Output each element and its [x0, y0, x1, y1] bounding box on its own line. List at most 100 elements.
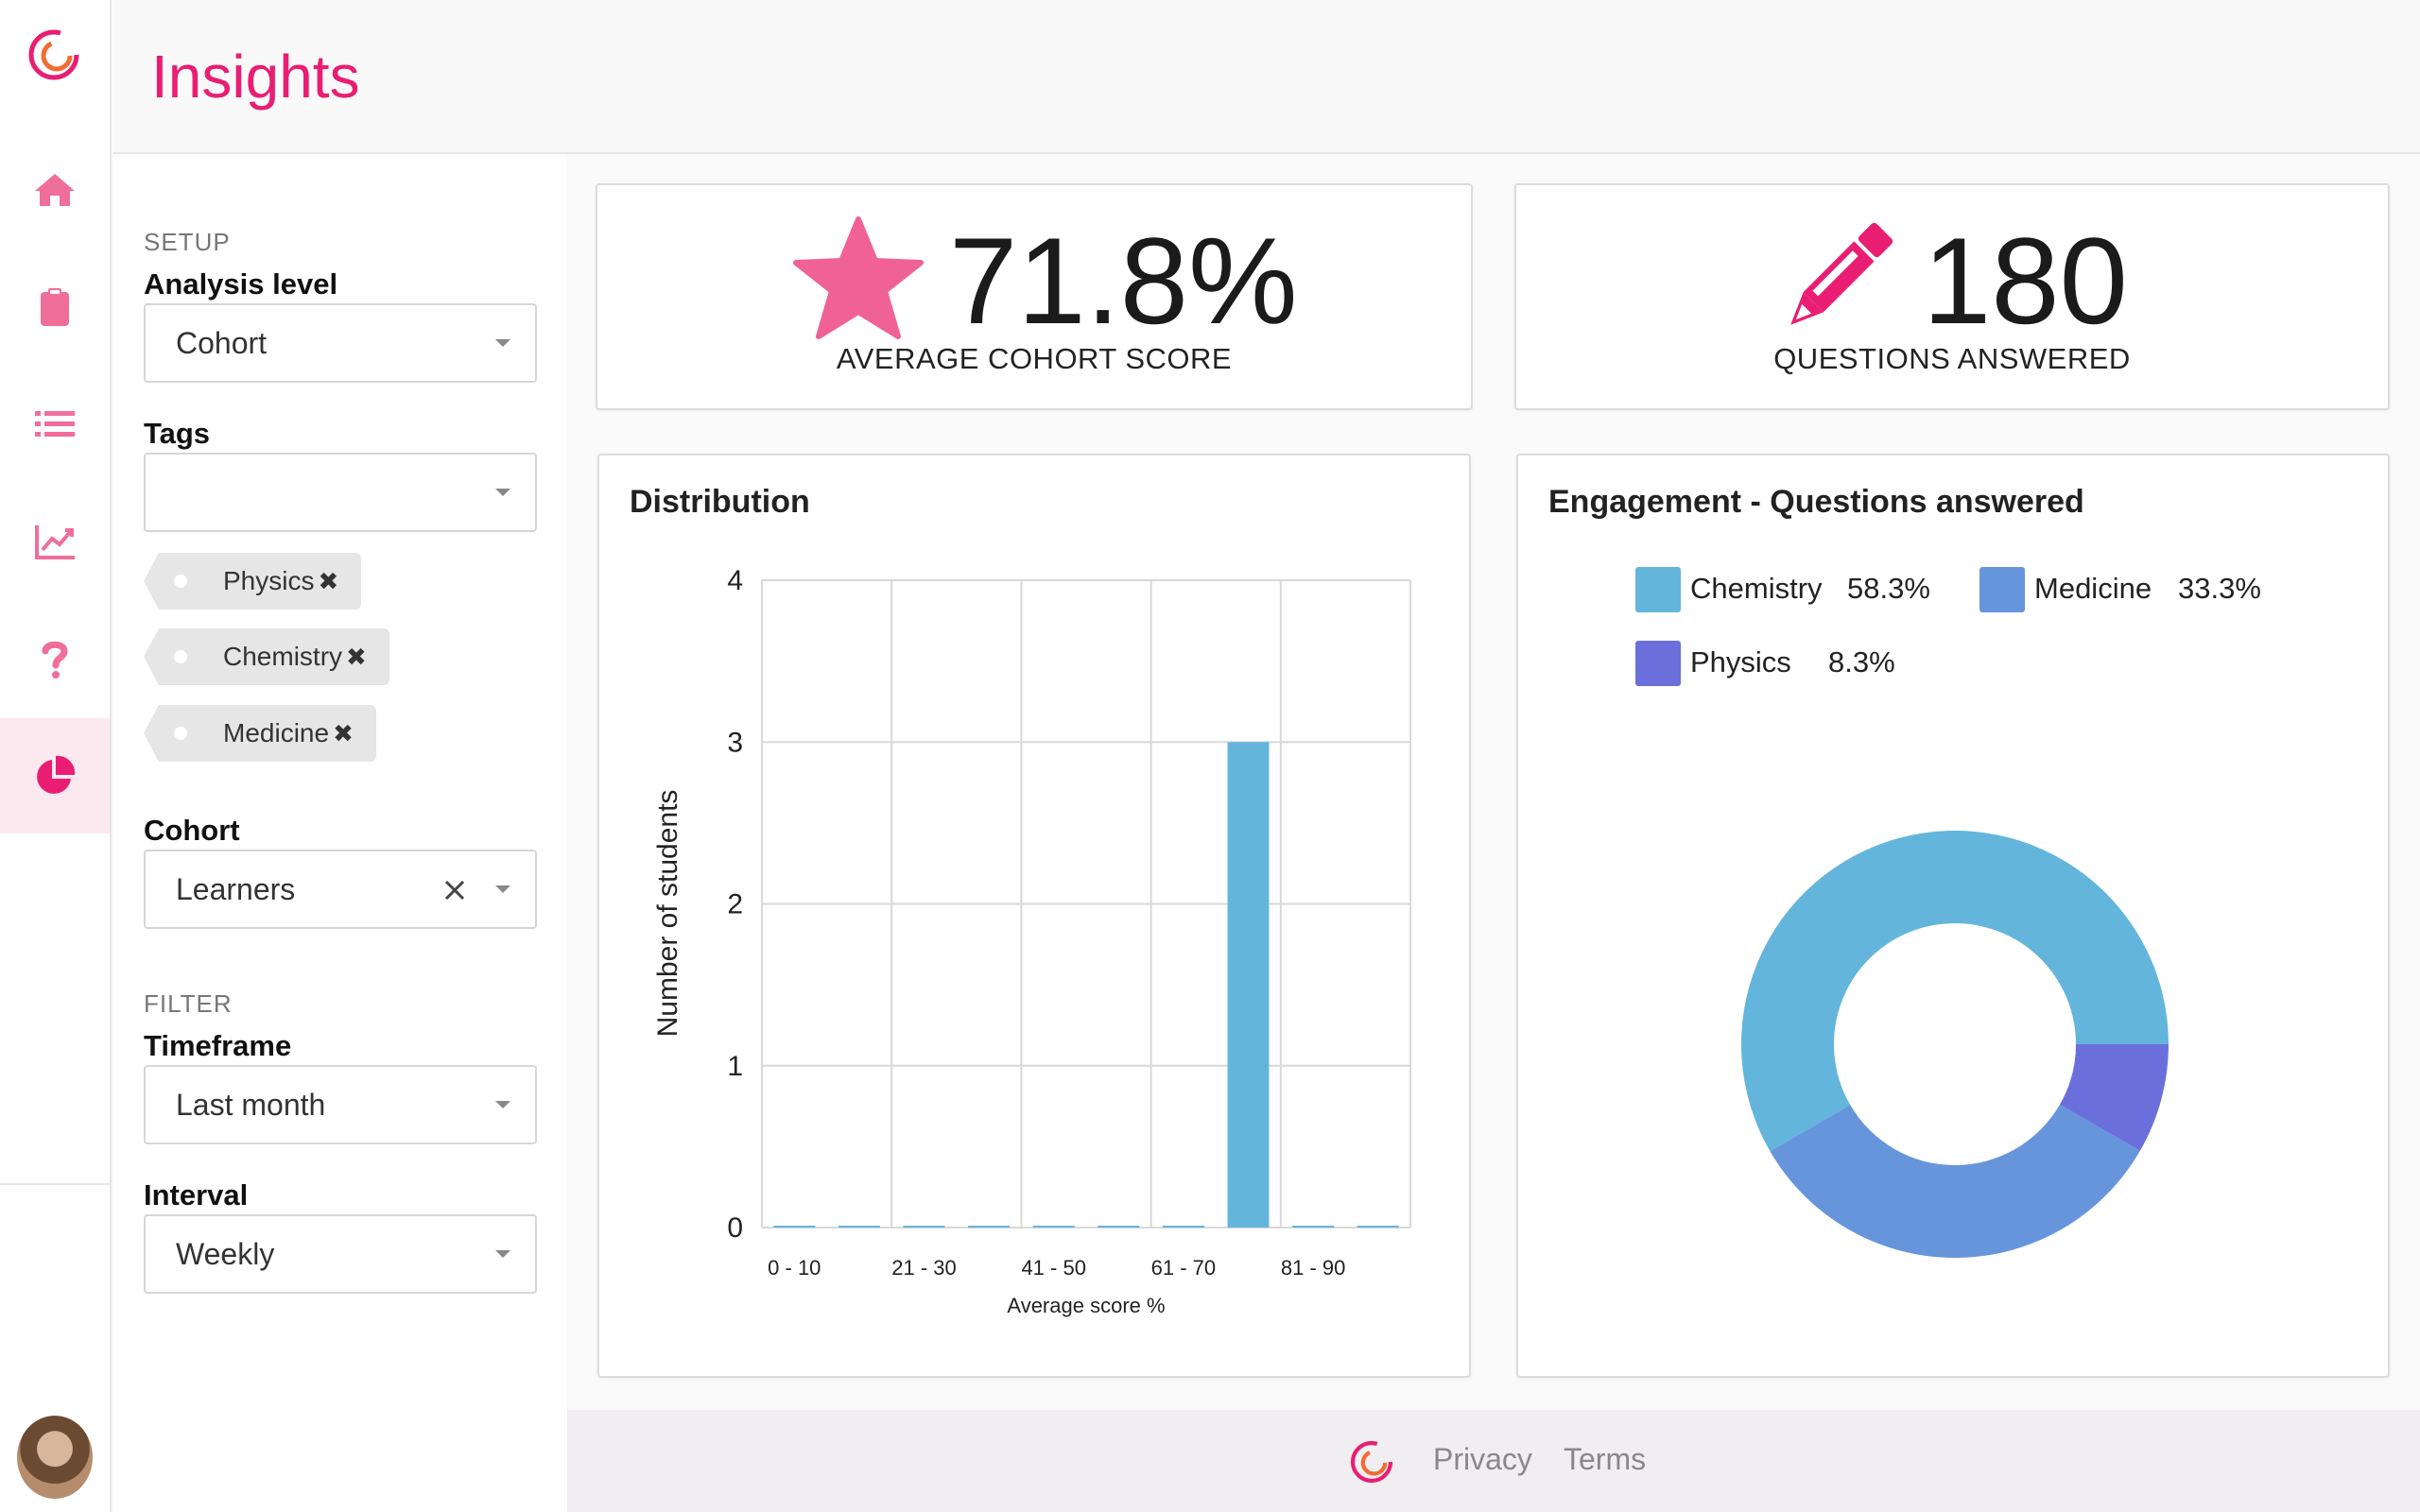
y-tick-label: 1 [727, 1051, 743, 1082]
clipboard-icon [41, 288, 69, 326]
interval-select[interactable]: Weekly [144, 1214, 537, 1294]
distribution-chart: 0 1 2 3 4 0 - 10 21 - 30 41 - 50 61 - 70 81 - 90 A… [652, 565, 1411, 1317]
nav-reports[interactable] [0, 484, 110, 599]
average-score-label: AVERAGE COHORT SCORE [836, 342, 1233, 375]
y-axis-label: Number of students [652, 790, 683, 1038]
tags-label: Tags [144, 417, 211, 450]
tags-select[interactable] [144, 453, 537, 532]
nav-help[interactable] [0, 601, 110, 716]
pie-chart-icon [37, 755, 76, 794]
legend-item-physics[interactable]: Physics 8.3% [1635, 639, 1938, 686]
legend-item-chemistry[interactable]: Chemistry 58.3% [1635, 565, 1938, 612]
bar [1227, 742, 1270, 1228]
bar [903, 1226, 945, 1228]
bar [1357, 1226, 1399, 1228]
tag-hole-icon [174, 650, 187, 663]
interval-label: Interval [144, 1178, 249, 1211]
timeframe-select[interactable]: Last month [144, 1065, 537, 1144]
legend-swatch [1635, 567, 1681, 612]
cohort-label: Cohort [144, 814, 240, 847]
tag-medicine[interactable]: Medicine ✖ [144, 705, 376, 762]
distribution-card: Distribution 0 1 2 3 4 0 - 10 21 - 30 41 - 50 61… [597, 454, 1471, 1378]
nav-assignments[interactable] [0, 249, 110, 365]
engagement-donut-chart [1741, 831, 2169, 1258]
bar [1162, 1226, 1204, 1228]
x-axis-label: Average score % [1007, 1294, 1165, 1317]
legend-label: Chemistry [1690, 572, 1823, 605]
filter-section-label: FILTER [144, 989, 233, 1018]
setup-section-label: SETUP [144, 228, 231, 256]
donut-slice-chemistry [1741, 831, 2169, 1152]
timeframe-label: Timeframe [144, 1029, 292, 1062]
questions-answered-label: QUESTIONS ANSWERED [1773, 342, 2131, 375]
footer: Privacy Terms [567, 1410, 2420, 1512]
engagement-title: Engagement - Questions answered [1548, 484, 2084, 520]
legend-item-medicine[interactable]: Medicine 33.3% [1979, 565, 2282, 612]
y-tick-label: 2 [727, 889, 743, 920]
privacy-link[interactable]: Privacy [1433, 1442, 1532, 1476]
tag-label: Chemistry [223, 642, 343, 671]
tag-remove-icon[interactable]: ✖ [318, 567, 339, 595]
average-score-card: 71.8% AVERAGE COHORT SCORE [596, 183, 1473, 410]
question-icon [42, 641, 68, 679]
tag-remove-icon[interactable]: ✖ [346, 643, 367, 671]
x-tick-label: 81 - 90 [1281, 1256, 1346, 1280]
avatar[interactable] [17, 1416, 93, 1499]
tag-physics[interactable]: Physics ✖ [143, 553, 362, 610]
chevron-down-icon [495, 1101, 510, 1108]
bar [1032, 1226, 1075, 1228]
line-chart-icon [35, 525, 75, 559]
footer-logo-icon[interactable] [1348, 1438, 1395, 1486]
legend-swatch [1635, 641, 1681, 686]
nav-insights[interactable] [0, 718, 110, 833]
chevron-down-icon [495, 339, 510, 347]
x-tick-label: 41 - 50 [1021, 1256, 1086, 1280]
cohort-value: Learners [176, 872, 296, 906]
y-tick-label: 0 [727, 1212, 743, 1244]
tag-remove-icon[interactable]: ✖ [333, 719, 354, 747]
legend-label: Physics [1690, 645, 1791, 679]
tag-label: Physics [223, 566, 315, 595]
bar [1292, 1226, 1335, 1228]
engagement-card: Engagement - Questions answered Chemistr… [1516, 454, 2390, 1378]
tag-hole-icon [174, 727, 187, 740]
bar [968, 1226, 1011, 1228]
chevron-down-icon [495, 885, 510, 893]
home-icon [35, 174, 75, 206]
bar [773, 1226, 816, 1228]
tag-hole-icon [174, 575, 187, 588]
tag-label: Medicine [223, 718, 330, 747]
y-tick-label: 4 [727, 565, 743, 596]
legend-swatch [1979, 567, 2025, 612]
x-tick-label: 61 - 70 [1151, 1256, 1217, 1280]
list-icon [35, 411, 75, 437]
chevron-down-icon [495, 1250, 510, 1258]
nav-home[interactable] [0, 132, 110, 248]
timeframe-value: Last month [176, 1088, 326, 1122]
donut-slice-medicine [1770, 1104, 2140, 1258]
bar [1098, 1226, 1140, 1228]
setup-panel: SETUP Analysis level Cohort Tags Physics… [113, 156, 567, 1512]
interval-value: Weekly [176, 1237, 275, 1271]
analysis-level-select[interactable]: Cohort [144, 303, 537, 383]
clear-icon[interactable] [439, 874, 471, 906]
page-title: Insights [151, 43, 360, 111]
page-header: Insights [113, 0, 2420, 154]
app-logo-icon[interactable] [26, 26, 82, 83]
chevron-down-icon [495, 489, 510, 496]
terms-link[interactable]: Terms [1564, 1442, 1647, 1476]
analysis-level-value: Cohort [176, 326, 268, 360]
cohort-select[interactable]: Learners [144, 850, 537, 929]
legend-percent: 33.3% [2178, 572, 2261, 605]
star-icon [793, 216, 924, 339]
pencil-icon [1790, 222, 1893, 325]
average-score-value: 71.8% [949, 212, 1298, 350]
x-tick-label: 21 - 30 [891, 1256, 957, 1280]
donut-slice-physics [2059, 1044, 2169, 1151]
distribution-title: Distribution [630, 484, 810, 520]
legend-percent: 8.3% [1828, 645, 1895, 679]
rail-divider [0, 1183, 110, 1185]
tag-chemistry[interactable]: Chemistry ✖ [144, 628, 389, 685]
bar [838, 1226, 880, 1228]
nav-list[interactable] [0, 367, 110, 482]
